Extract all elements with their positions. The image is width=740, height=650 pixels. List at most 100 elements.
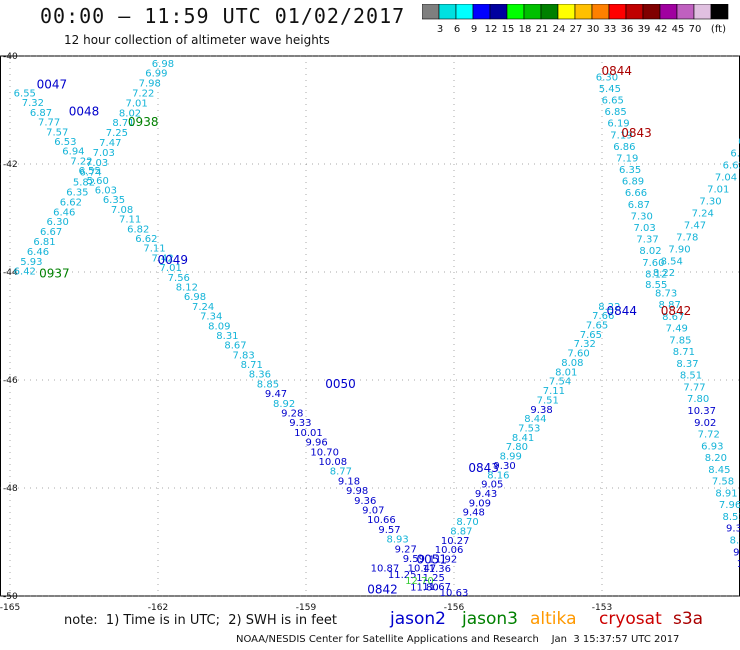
- legend-jason3: jason3: [462, 609, 518, 629]
- wave-height-value: 5.82: [73, 178, 95, 189]
- legend-s3a: s3a: [673, 609, 704, 629]
- wave-height-value: 9.48: [463, 508, 485, 519]
- wave-height-value: 7.77: [683, 382, 705, 393]
- wave-height-value: 8.02: [119, 108, 141, 119]
- wave-height-value: 7.80: [687, 394, 709, 405]
- wave-height-value: 8.55: [645, 280, 667, 291]
- pass-time-label: 0842: [367, 582, 398, 596]
- footer-note: note: 1) Time is in UTC; 2) SWH is in fe…: [64, 613, 337, 628]
- wave-height-value: 8.41: [512, 433, 534, 444]
- wave-height-value: 8.31: [216, 331, 238, 342]
- wave-height-value: 11.25: [416, 573, 445, 584]
- wave-height-value: 7.11: [543, 386, 565, 397]
- wave-height-value: 6.74: [79, 168, 101, 179]
- wave-height-value: 9.07: [362, 506, 384, 517]
- x-tick-label: -159: [296, 603, 317, 612]
- colorbar-unit: (ft): [711, 24, 726, 34]
- wave-height-value: 7.53: [518, 423, 540, 434]
- wave-height-value: 7.19: [610, 130, 632, 141]
- colorbar-label: 18: [519, 24, 532, 34]
- wave-height-value: 6.62: [60, 197, 82, 208]
- wave-height-value: 8.45: [708, 465, 730, 476]
- wave-height-value: 6.60: [738, 137, 740, 148]
- colorbar-label: 15: [502, 24, 515, 34]
- wave-height-value: 8.67: [224, 341, 246, 352]
- y-tick-label: -40: [3, 52, 18, 62]
- wave-height-value: 6.35: [103, 195, 125, 206]
- wave-height-value: 7.25: [106, 128, 128, 139]
- wave-height-value: 7.83: [232, 350, 254, 361]
- wave-height-value: 6.49: [730, 149, 740, 160]
- wave-height-value: 7.80: [506, 442, 528, 453]
- wave-height-value: 6.53: [54, 137, 76, 148]
- wave-height-value: 9.05: [481, 480, 503, 491]
- wave-height-value: 7.51: [537, 395, 559, 406]
- wave-height-value: 6.98: [152, 59, 174, 70]
- wave-height-value: 8.77: [330, 467, 352, 478]
- wave-height-value: 9.57: [378, 525, 400, 536]
- wave-height-value: 6.55: [79, 166, 101, 177]
- colorbar-label: 39: [638, 24, 651, 34]
- x-tick-label: -165: [0, 603, 20, 612]
- colorbar-label: 3: [437, 24, 443, 34]
- wave-height-value: 11.80: [410, 583, 439, 594]
- wave-height-value: 8.12: [176, 282, 198, 293]
- wave-height-value: 10.66: [367, 515, 396, 526]
- wave-height-value: 7.54: [549, 377, 571, 388]
- wave-height-value: 6.30: [596, 72, 618, 83]
- wave-height-value: 8.09: [208, 321, 230, 332]
- wave-height-value: 8.70: [456, 517, 478, 528]
- wave-height-value: 6.30: [47, 217, 69, 228]
- wave-height-value: 8.37: [676, 359, 698, 370]
- wave-height-value: 6.85: [605, 107, 627, 118]
- wave-height-value: 6.93: [701, 441, 723, 452]
- wave-height-value: 6.94: [62, 147, 84, 158]
- legend-jason2: jason2: [390, 609, 446, 629]
- wave-height-value: 8.16: [487, 470, 509, 481]
- wave-height-value: 9.37: [726, 524, 740, 535]
- wave-height-value: 10.70: [310, 447, 339, 458]
- wave-height-value: 7.08: [111, 205, 133, 216]
- wave-height-value: 8.99: [500, 452, 522, 463]
- wave-height-value: 9.31: [733, 547, 740, 558]
- x-tick-label: -156: [444, 603, 465, 612]
- colorbar-label: 21: [536, 24, 549, 34]
- pass-time-label: 0050: [325, 377, 356, 391]
- wave-height-value: 8.85: [257, 379, 279, 390]
- wave-height-value: 6.86: [613, 142, 635, 153]
- wave-height-value: 9.38: [530, 405, 552, 416]
- colorbar-label: 42: [655, 24, 668, 34]
- wave-height-value: 9.30: [493, 461, 515, 472]
- wave-height-value: 8.87: [450, 526, 472, 537]
- wave-height-value: 7.77: [38, 118, 60, 129]
- wave-height-value: 9.47: [265, 389, 287, 400]
- wave-height-value: 7.30: [631, 211, 653, 222]
- colorbar-label: 36: [621, 24, 634, 34]
- wave-height-value: 8.71: [112, 118, 134, 129]
- wave-height-value: 9.36: [354, 496, 376, 507]
- wave-height-value: 8.51: [680, 371, 702, 382]
- wave-height-value: 7.72: [698, 430, 720, 441]
- wave-height-value: 10.87: [371, 564, 400, 575]
- wave-height-value: 6.19: [607, 119, 629, 130]
- wave-height-value: 7.47: [684, 220, 706, 231]
- wave-height-value: 11.25: [388, 570, 417, 581]
- wave-height-value: 7.65: [586, 321, 608, 332]
- wave-height-value: 8.54: [661, 256, 683, 267]
- wave-height-value: 8.67: [662, 312, 684, 323]
- wave-height-value: 6.81: [33, 237, 55, 248]
- pass-time-label: 0844: [606, 304, 637, 318]
- wave-height-value: 6.62: [723, 161, 740, 172]
- wave-height-value: 7.37: [636, 235, 658, 246]
- credit-line: NOAA/NESDIS Center for Satellite Applica…: [236, 634, 680, 645]
- wave-height-value: 12.70: [405, 576, 434, 587]
- wave-height-value: 7.90: [668, 244, 690, 255]
- wave-height-value: 8.51: [722, 512, 740, 523]
- wave-height-value: 6.87: [30, 108, 52, 119]
- wave-height-value: 6.55: [14, 89, 36, 100]
- color-scale-legend: 3 6 9 12 15 18 21 24 27 30 33 36 39 42 45 70 (ft): [422, 4, 729, 34]
- wave-height-value: 7.03: [93, 148, 115, 159]
- pass-time-label: 0844: [602, 64, 633, 78]
- wave-height-value: 8.08: [561, 358, 583, 369]
- page-subtitle: 12 hour collection of altimeter wave hei…: [64, 33, 330, 47]
